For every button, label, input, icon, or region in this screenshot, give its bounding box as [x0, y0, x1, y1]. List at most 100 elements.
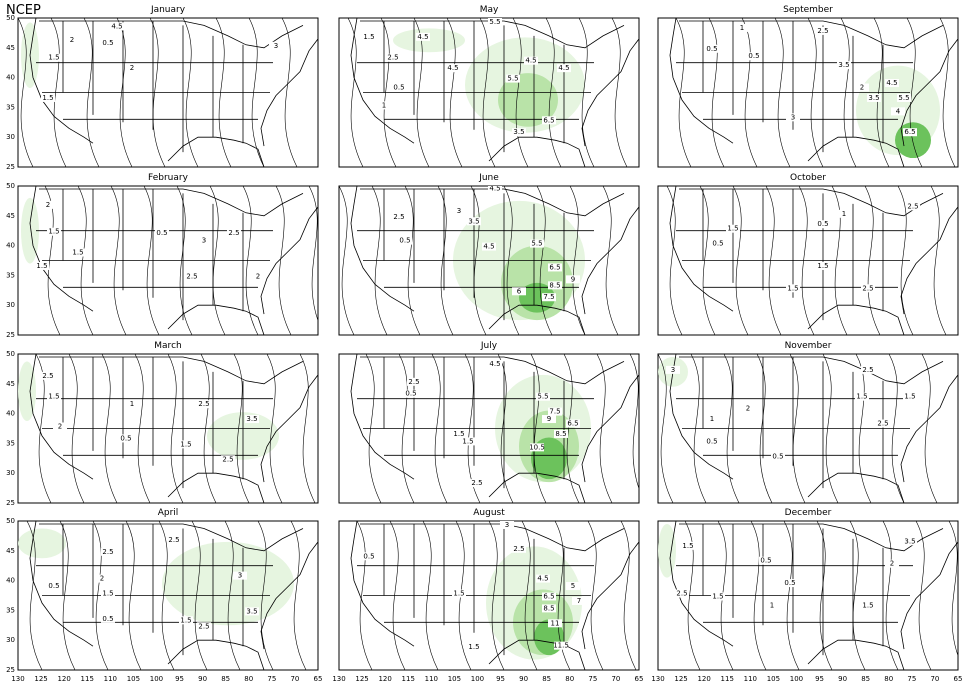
us-outline — [29, 354, 318, 503]
contour-line — [512, 18, 529, 167]
contour-label: 3 — [202, 237, 206, 245]
map-panel-february: February 2 1.5 1.5 0.5 2.5 2 3 2.5 1.5 25 30 35 40 45 5… — [6, 173, 319, 339]
us-outline — [29, 18, 318, 167]
contour-line — [629, 354, 639, 490]
contour-label: 2.5 — [42, 372, 53, 380]
contour-line — [101, 354, 118, 503]
contour-line — [479, 18, 496, 167]
panel-title: March — [154, 341, 181, 351]
contour-label: 0.5 — [399, 237, 410, 245]
contour-line — [308, 186, 318, 322]
x-tick-label: 120 — [57, 675, 70, 683]
contour-line — [275, 186, 292, 335]
contour-line — [789, 354, 806, 503]
panel-title: February — [148, 173, 189, 183]
contour-line — [431, 354, 448, 503]
contour-line — [125, 521, 142, 670]
y-tick-label: 35 — [6, 439, 15, 447]
contour-label: 5.5 — [507, 75, 518, 83]
contour-line — [200, 354, 217, 503]
us-outline — [669, 521, 958, 670]
contour-label: 0.5 — [772, 452, 783, 460]
contour-label: 0.5 — [748, 52, 759, 60]
contour-label: 2.5 — [387, 54, 398, 62]
contour-line — [68, 354, 85, 503]
contour-label: 4.5 — [483, 243, 494, 251]
contour-line — [939, 18, 956, 167]
contour-line — [380, 18, 397, 167]
x-tick-label: 70 — [611, 675, 620, 683]
contour-label: 2.5 — [817, 27, 828, 35]
contour-label: 6.5 — [567, 420, 578, 428]
contour-line — [35, 354, 52, 503]
figure-label: NCEP — [6, 3, 41, 18]
contour-label: 0.5 — [156, 229, 167, 237]
precip-shading — [658, 523, 676, 578]
contour-label: 1.5 — [682, 542, 693, 550]
y-tick-label: 40 — [6, 74, 15, 82]
contour-line — [831, 186, 848, 335]
panel-title: November — [785, 341, 832, 351]
contour-line — [569, 186, 586, 335]
contour-label: 0.5 — [48, 582, 59, 590]
contour-label: 3.5 — [838, 61, 849, 69]
map-panel-january: January 4.5 2 0.5 1.5 1.5 2 3 25 30 35 40 45 50 — [6, 5, 319, 171]
contour-line — [723, 354, 740, 503]
panel-title: December — [785, 508, 832, 518]
y-tick-label: 30 — [6, 133, 15, 141]
contour-label: 3.5 — [904, 537, 915, 545]
contour-label: 1.5 — [48, 393, 59, 401]
contour-line — [365, 354, 382, 503]
contour-label: 1.5 — [468, 643, 479, 651]
contour-line — [840, 18, 857, 167]
contour-label: 1.5 — [102, 590, 113, 598]
contour-label: 1.5 — [453, 430, 464, 438]
contour-line — [684, 521, 701, 670]
contour-line — [915, 521, 932, 670]
y-tick-label: 50 — [6, 14, 15, 22]
y-tick-label: 35 — [6, 606, 15, 614]
contour-line — [930, 186, 947, 335]
us-outline — [350, 521, 639, 670]
contour-label: 3.5 — [246, 607, 257, 615]
contour-line — [888, 354, 905, 503]
contour-label: 5 — [571, 582, 575, 590]
contour-line — [503, 186, 520, 335]
x-tick-label: 70 — [930, 675, 939, 683]
contour-label: 2.5 — [907, 202, 918, 210]
x-tick-label: 80 — [565, 675, 574, 683]
contour-line — [741, 18, 758, 167]
contour-line — [587, 521, 604, 670]
panel-title: June — [478, 173, 499, 183]
x-tick-label: 105 — [767, 675, 780, 683]
contour-label: 4.5 — [489, 184, 500, 192]
us-outline — [669, 354, 958, 503]
contour-label: 6.5 — [543, 116, 554, 124]
contour-label: 3.5 — [513, 128, 524, 136]
y-tick-label: 40 — [6, 242, 15, 250]
panel-title: October — [790, 173, 826, 183]
contour-label: 11.5 — [553, 642, 569, 650]
contour-label: 2 — [70, 36, 74, 44]
x-tick-label: 85 — [221, 675, 230, 683]
contour-line — [864, 186, 881, 335]
contour-label: 2.5 — [513, 545, 524, 553]
x-tick-label: 75 — [588, 675, 597, 683]
contour-label: 1 — [740, 24, 744, 32]
x-tick-label: 120 — [378, 675, 391, 683]
contour-label: 1 — [710, 415, 714, 423]
x-tick-label: 125 — [355, 675, 368, 683]
contour-line — [110, 186, 127, 335]
map-panel-november: November 3 2.5 1.5 0.5 0.5 2.5 1 2 1.5 — [657, 341, 959, 504]
contour-line — [18, 18, 34, 167]
y-tick-label: 45 — [6, 547, 15, 555]
contour-label: 6.5 — [543, 592, 554, 600]
contour-label: 1.5 — [727, 225, 738, 233]
contour-label: 3 — [238, 572, 242, 580]
contour-line — [690, 354, 707, 503]
x-tick-label: 110 — [744, 675, 757, 683]
contour-line — [290, 521, 307, 670]
contour-label: 2.5 — [471, 479, 482, 487]
